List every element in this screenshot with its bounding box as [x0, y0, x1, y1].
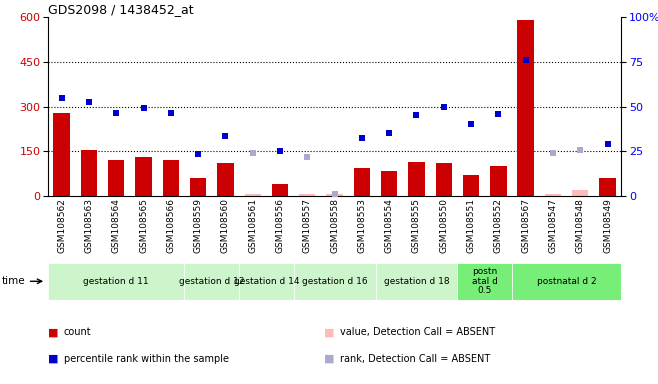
Bar [354, 167, 370, 196]
Bar [245, 194, 261, 196]
Text: gestation d 18: gestation d 18 [384, 277, 449, 286]
Text: count: count [64, 327, 91, 337]
Bar [136, 157, 152, 196]
Bar [376, 263, 457, 300]
Text: GSM108563: GSM108563 [84, 198, 93, 253]
Bar [436, 163, 452, 196]
Text: GSM108553: GSM108553 [357, 198, 367, 253]
Bar [53, 113, 70, 196]
Text: rank, Detection Call = ABSENT: rank, Detection Call = ABSENT [340, 354, 490, 364]
Text: gestation d 12: gestation d 12 [179, 277, 245, 286]
Text: ■: ■ [48, 354, 59, 364]
Text: GSM108562: GSM108562 [57, 198, 66, 253]
Text: GSM108561: GSM108561 [248, 198, 257, 253]
Text: GSM108559: GSM108559 [193, 198, 203, 253]
Bar [163, 160, 179, 196]
Bar [381, 170, 397, 196]
Text: GSM108549: GSM108549 [603, 198, 612, 253]
Text: GSM108566: GSM108566 [166, 198, 175, 253]
Text: GSM108565: GSM108565 [139, 198, 148, 253]
Text: GSM108555: GSM108555 [412, 198, 421, 253]
Bar [599, 178, 616, 196]
Bar [108, 160, 124, 196]
Bar [293, 263, 376, 300]
Text: postn
atal d
0.5: postn atal d 0.5 [472, 267, 497, 295]
Text: GSM108564: GSM108564 [112, 198, 121, 253]
Text: GSM108560: GSM108560 [221, 198, 230, 253]
Text: gestation d 14: gestation d 14 [234, 277, 299, 286]
Bar [512, 263, 621, 300]
Text: GSM108550: GSM108550 [440, 198, 448, 253]
Text: GSM108556: GSM108556 [276, 198, 284, 253]
Text: ■: ■ [48, 327, 59, 337]
Text: time: time [2, 276, 26, 286]
Text: GSM108554: GSM108554 [385, 198, 393, 253]
Bar [517, 20, 534, 196]
Bar [572, 190, 588, 196]
Text: gestation d 11: gestation d 11 [84, 277, 149, 286]
Text: value, Detection Call = ABSENT: value, Detection Call = ABSENT [340, 327, 495, 337]
Text: percentile rank within the sample: percentile rank within the sample [64, 354, 229, 364]
Bar [217, 163, 234, 196]
Text: ■: ■ [324, 327, 335, 337]
Bar [299, 194, 315, 196]
Bar [48, 263, 184, 300]
Text: GSM108558: GSM108558 [330, 198, 339, 253]
Bar [457, 263, 512, 300]
Text: GDS2098 / 1438452_at: GDS2098 / 1438452_at [48, 3, 193, 16]
Text: GSM108547: GSM108547 [548, 198, 557, 253]
Bar [239, 263, 293, 300]
Text: postnatal d 2: postnatal d 2 [537, 277, 596, 286]
Bar [463, 175, 479, 196]
Bar [408, 162, 424, 196]
Bar [184, 263, 239, 300]
Text: gestation d 16: gestation d 16 [302, 277, 367, 286]
Text: GSM108552: GSM108552 [494, 198, 503, 253]
Bar [190, 178, 207, 196]
Bar [545, 194, 561, 196]
Text: ■: ■ [324, 354, 335, 364]
Bar [326, 194, 343, 196]
Bar [81, 150, 97, 196]
Text: GSM108567: GSM108567 [521, 198, 530, 253]
Bar [490, 166, 507, 196]
Bar [272, 184, 288, 196]
Text: GSM108557: GSM108557 [303, 198, 312, 253]
Text: GSM108548: GSM108548 [576, 198, 585, 253]
Text: GSM108551: GSM108551 [467, 198, 476, 253]
